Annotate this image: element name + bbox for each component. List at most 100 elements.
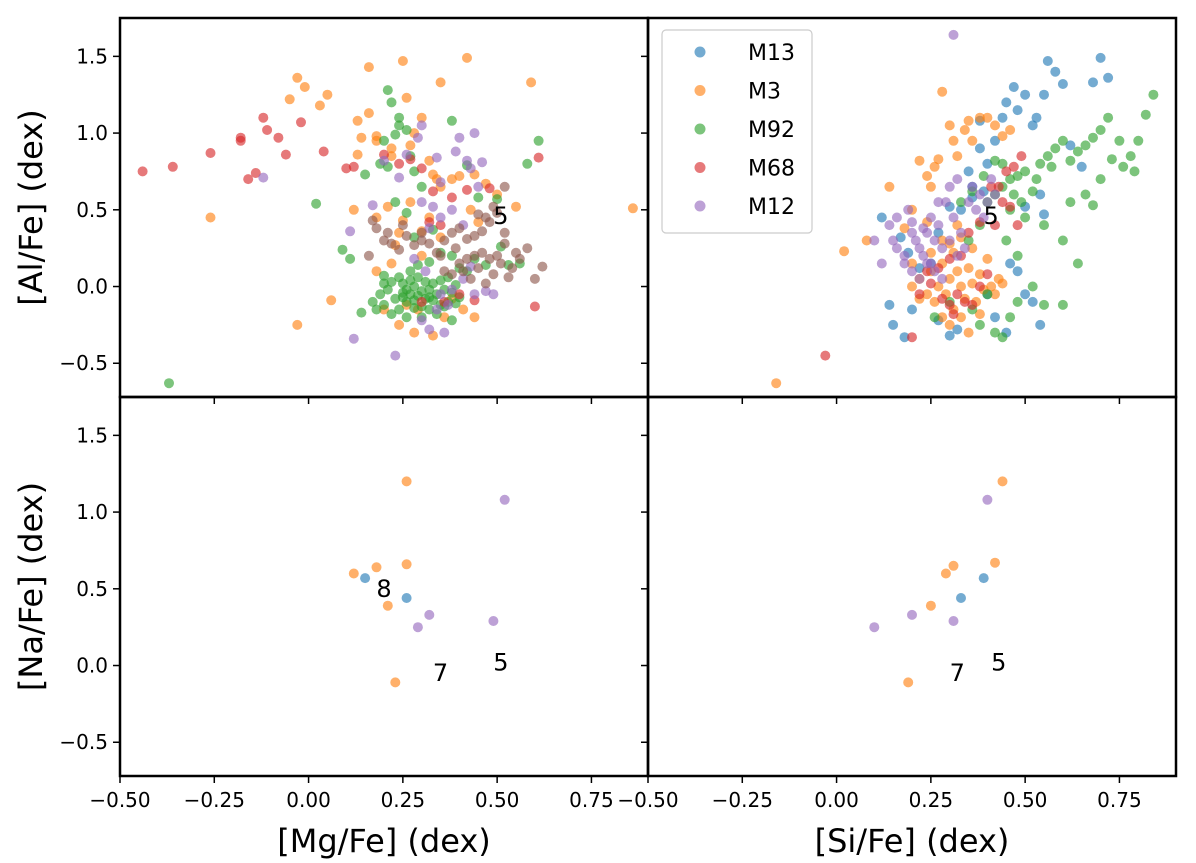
data-point-m12 (948, 29, 959, 40)
data-point-m92 (1133, 135, 1144, 146)
data-point-other (484, 253, 495, 264)
data-point-m12 (469, 289, 480, 300)
data-point-m3 (314, 100, 325, 111)
data-point-m3 (401, 476, 412, 487)
data-point-m92 (416, 181, 427, 192)
data-point-other (462, 234, 472, 244)
data-point-m3 (925, 600, 936, 611)
data-point-m92 (1057, 299, 1068, 310)
data-point-m68 (243, 174, 254, 185)
data-point-m3 (974, 112, 985, 123)
data-point-m3 (405, 140, 416, 151)
data-point-other (454, 223, 465, 234)
data-point-m3 (386, 151, 397, 162)
data-point-m92 (1008, 189, 1019, 200)
data-point-m3 (982, 253, 993, 264)
legend-label-m3: M3 (748, 80, 781, 105)
y-axis-label: [Na/Fe] (dex) (12, 482, 50, 691)
data-point-m12 (412, 622, 423, 633)
data-point-m92 (1005, 312, 1016, 323)
data-point-m12 (454, 132, 465, 143)
data-point-m13 (1001, 97, 1012, 108)
data-point-m3 (205, 212, 216, 223)
data-point-other (416, 235, 427, 246)
data-point-other (363, 250, 374, 261)
data-point-m68 (235, 135, 246, 146)
data-point-m3 (439, 312, 450, 323)
annotation-label: 5 (984, 202, 999, 230)
y-tick-label: −0.5 (59, 730, 108, 754)
annotation-label: 5 (493, 202, 508, 230)
data-point-m92 (367, 296, 378, 307)
data-point-other (522, 243, 533, 254)
data-point-m12 (473, 181, 484, 192)
data-point-other (495, 258, 506, 269)
data-point-m12 (986, 174, 997, 185)
x-axis-label: [Si/Fe] (dex) (815, 822, 1010, 860)
data-point-m92 (1129, 166, 1140, 177)
data-point-m92 (1057, 235, 1068, 246)
data-point-m3 (990, 120, 1000, 131)
data-point-m3 (382, 600, 393, 611)
data-point-other (537, 261, 548, 272)
data-point-m68 (416, 296, 427, 307)
data-point-m13 (1027, 296, 1038, 307)
data-point-m12 (907, 266, 917, 277)
data-point-other (473, 209, 484, 220)
legend-label-m68: M68 (748, 157, 795, 182)
data-point-m3 (397, 56, 408, 66)
data-point-other (462, 253, 472, 264)
data-point-m92 (1005, 174, 1016, 185)
data-point-m13 (1095, 52, 1106, 63)
data-point-other (371, 223, 382, 234)
data-point-m12 (477, 157, 488, 168)
legend-marker-m3 (694, 85, 706, 96)
data-point-m68 (944, 253, 955, 264)
data-point-m92 (405, 275, 416, 286)
data-point-m3 (929, 296, 940, 307)
data-point-m12 (933, 197, 944, 208)
x-tick-label: 0.25 (909, 788, 954, 812)
data-point-other (446, 227, 457, 238)
data-point-m13 (956, 204, 966, 215)
data-point-m3 (627, 203, 638, 214)
data-point-other (439, 235, 450, 246)
data-point-m12 (458, 273, 469, 284)
data-point-m3 (899, 223, 910, 234)
data-point-m12 (948, 616, 959, 626)
data-point-m12 (959, 243, 970, 254)
data-point-other (409, 240, 420, 251)
data-point-m12 (903, 204, 914, 215)
data-point-m68 (250, 168, 261, 178)
data-point-m3 (963, 115, 974, 126)
data-point-m3 (322, 89, 333, 100)
data-point-m3 (944, 319, 955, 330)
data-point-m92 (412, 272, 423, 283)
data-point-m68 (262, 125, 273, 135)
data-point-m12 (967, 181, 978, 192)
data-point-m12 (499, 494, 510, 505)
data-point-m92 (401, 125, 412, 135)
data-point-other (379, 235, 389, 246)
data-point-other (454, 258, 465, 269)
data-point-m3 (967, 135, 978, 146)
data-point-m3 (861, 235, 872, 246)
data-point-m92 (379, 135, 389, 146)
data-point-m3 (933, 281, 944, 292)
data-point-m92 (473, 192, 484, 203)
data-point-other (465, 273, 476, 284)
data-point-other (480, 278, 491, 289)
data-point-m68 (205, 148, 216, 158)
data-point-m3 (446, 174, 457, 185)
data-point-m12 (869, 235, 880, 246)
data-point-other (492, 250, 503, 261)
data-point-m68 (1008, 161, 1019, 172)
data-point-m3 (952, 220, 963, 231)
axes-frame-bottom-right (646, 395, 1178, 778)
data-point-m3 (963, 263, 974, 274)
data-point-m12 (345, 226, 356, 237)
data-point-m3 (424, 155, 435, 166)
data-point-other (424, 238, 435, 249)
